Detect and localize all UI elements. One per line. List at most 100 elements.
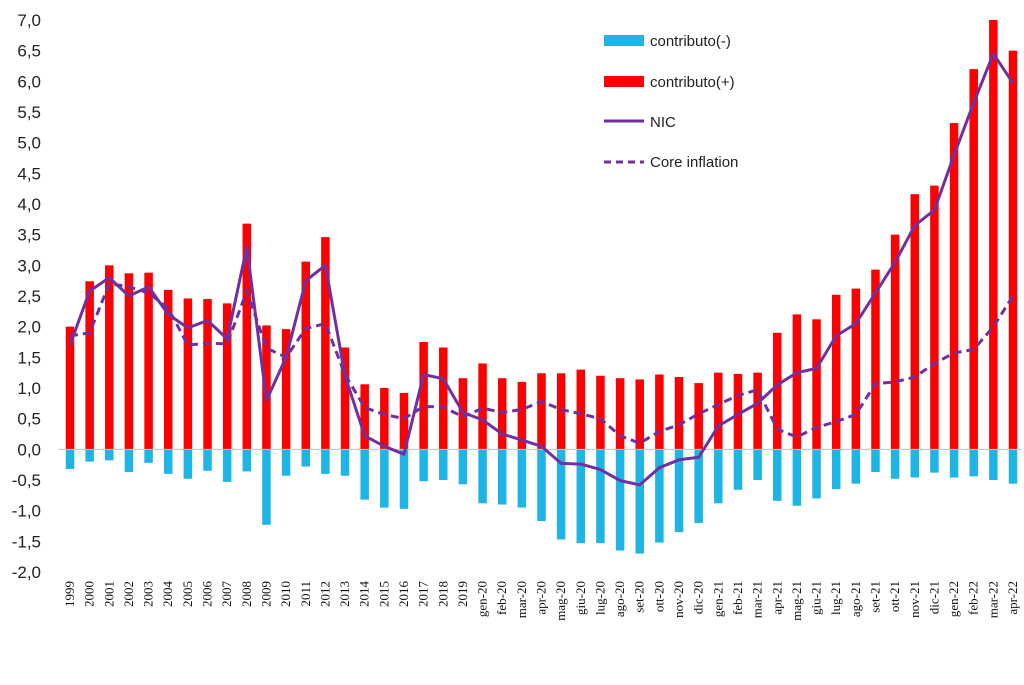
bar-contributo-pos <box>242 223 252 450</box>
bar-contributo-pos <box>537 373 546 450</box>
legend-label-contributo-neg: contributo(-) <box>650 33 731 50</box>
bar-contributo-pos <box>222 303 232 450</box>
bar-contributo-pos <box>399 392 409 450</box>
bar-contributo-pos <box>144 272 153 450</box>
y-tick-label: 4,5 <box>17 164 41 183</box>
bar-contributo-pos <box>85 281 94 450</box>
bar-contributo-neg <box>989 449 998 480</box>
x-tick-label: 2010 <box>278 581 293 607</box>
x-tick-label: mag-20 <box>553 581 568 621</box>
y-tick-label: 1,5 <box>17 348 41 367</box>
x-tick-label: 2002 <box>121 581 136 607</box>
x-tick-label: gen-20 <box>475 581 490 617</box>
x-tick-label: lug-20 <box>592 581 607 615</box>
bar-contributo-pos <box>733 373 743 450</box>
y-tick-label: 2,0 <box>17 318 41 337</box>
bar-contributo-neg <box>851 449 861 484</box>
bar-contributo-neg <box>1008 449 1018 484</box>
bar-contributo-pos <box>655 374 664 450</box>
bar-contributo-neg <box>733 449 743 490</box>
bar-contributo-neg <box>871 449 880 473</box>
bar-contributo-neg <box>105 449 114 461</box>
nic-line <box>68 52 1015 487</box>
bar-contributo-neg <box>321 449 330 474</box>
legend-entry-contributo-pos: contributo(+) <box>604 74 735 91</box>
x-tick-label: gen-21 <box>710 581 725 617</box>
bar-contributo-neg <box>537 449 546 522</box>
bar-contributo-neg <box>812 449 821 499</box>
bar-contributo-pos <box>871 269 880 450</box>
x-tick-label: lug-21 <box>828 581 843 615</box>
bar-contributo-neg <box>281 449 291 476</box>
bar-contributo-neg <box>694 449 703 523</box>
y-tick-label: -1,0 <box>12 502 41 521</box>
bar-contributo-pos <box>831 294 841 450</box>
x-tick-label: 2015 <box>376 581 391 607</box>
bar-contributo-pos <box>419 342 428 450</box>
legend-swatch-contributo-neg <box>604 35 644 46</box>
legend-swatch-contributo-pos <box>604 76 644 87</box>
bar-contributo-pos <box>596 375 605 450</box>
x-tick-label: giu-20 <box>573 581 588 615</box>
bar-contributo-pos <box>105 265 114 450</box>
x-tick-label: 2016 <box>396 581 411 608</box>
bar-contributo-neg <box>714 449 723 504</box>
bar-contributo-neg <box>144 449 153 463</box>
bar-contributo-pos <box>321 237 330 450</box>
y-axis-labels: -2,0 -1,5 -1,0 -0,5 0,0 0,5 1,0 1,5 2,0 2,5 3,0 3,5… <box>12 11 41 582</box>
bar-contributo-pos <box>301 261 310 450</box>
bar-contributo-pos <box>556 373 566 450</box>
bar-contributo-neg <box>203 449 212 471</box>
bar-contributo-pos <box>478 363 487 450</box>
x-tick-label: mar-22 <box>985 581 1000 618</box>
bar-contributo-pos <box>949 123 959 450</box>
x-tick-label: apr-20 <box>534 581 549 615</box>
bar-contributo-pos <box>910 194 920 450</box>
bar-contributo-pos <box>615 378 625 450</box>
x-tick-label: feb-21 <box>730 581 745 615</box>
bar-contributo-pos <box>674 376 684 450</box>
x-tick-label: 2013 <box>337 581 352 607</box>
x-tick-label: set-20 <box>632 581 647 613</box>
bar-contributo-neg <box>773 449 782 501</box>
bar-contributo-pos <box>360 384 369 450</box>
x-tick-label: dic-21 <box>926 581 941 614</box>
bar-contributo-neg <box>517 449 527 508</box>
core-inflation-line <box>69 282 1015 445</box>
bar-contributo-neg <box>556 449 566 540</box>
x-tick-label: 2000 <box>82 581 97 607</box>
bar-contributo-neg <box>478 449 487 504</box>
bar-contributo-neg <box>890 449 900 479</box>
x-tick-label: 2006 <box>200 581 215 608</box>
x-tick-label: mar-20 <box>514 581 529 618</box>
x-tick-label: 2003 <box>141 581 156 607</box>
y-tick-label: 0,0 <box>17 440 41 459</box>
x-tick-label: ago-20 <box>612 581 627 617</box>
legend-label-core-inflation: Core inflation <box>650 154 738 171</box>
bar-contributo-neg <box>655 449 664 543</box>
x-tick-label: feb-20 <box>494 581 509 615</box>
bar-contributo-neg <box>576 449 586 544</box>
bar-contributo-pos <box>576 369 586 450</box>
x-tick-label: ott-20 <box>651 581 666 612</box>
bar-contributo-pos <box>714 372 723 450</box>
bar-contributo-neg <box>753 449 762 480</box>
bar-contributo-neg <box>399 449 409 509</box>
y-tick-label: 2,5 <box>17 287 41 306</box>
y-tick-label: 7,0 <box>17 11 41 30</box>
bar-contributo-neg <box>497 449 507 505</box>
legend-entry-core-inflation: Core inflation <box>604 154 738 171</box>
bar-contributo-pos <box>183 298 193 450</box>
contributo-pos-bars <box>65 20 1018 450</box>
x-tick-label: 2018 <box>435 581 450 607</box>
bar-contributo-pos <box>753 372 762 450</box>
y-tick-label: 1,0 <box>17 379 41 398</box>
legend-entry-contributo-neg: contributo(-) <box>604 33 731 50</box>
y-tick-label: 5,0 <box>17 134 41 153</box>
x-tick-label: giu-21 <box>809 581 824 615</box>
y-tick-label: -0,5 <box>12 471 41 490</box>
bar-contributo-pos <box>1008 50 1018 450</box>
bar-contributo-pos <box>340 347 350 450</box>
bar-contributo-neg <box>65 449 75 469</box>
y-tick-label: 0,5 <box>17 410 41 429</box>
